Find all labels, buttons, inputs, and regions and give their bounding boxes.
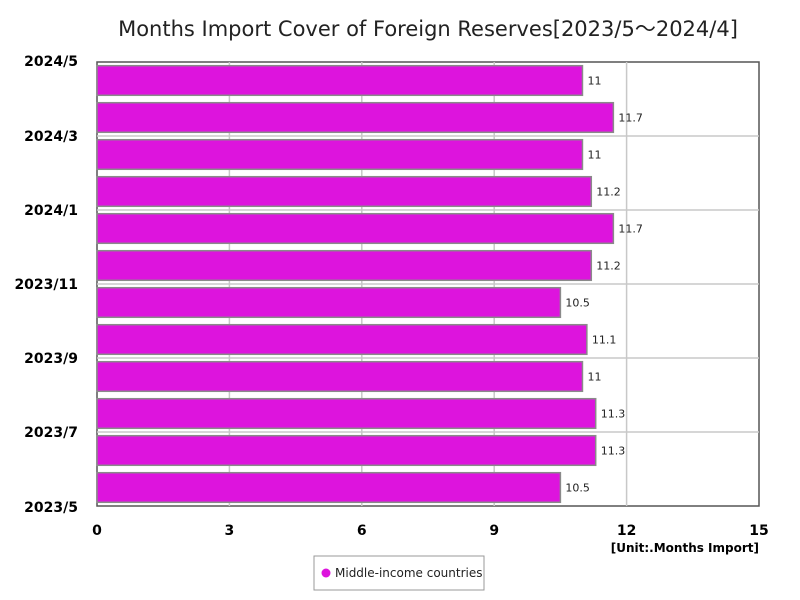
bars [96, 64, 615, 504]
bar [96, 286, 562, 319]
bar [96, 360, 584, 393]
unit-label: [Unit:.Months Import] [611, 541, 759, 555]
bar [96, 175, 593, 208]
data-label: 10.5 [565, 482, 590, 495]
bar [96, 64, 584, 97]
bar [96, 212, 615, 245]
data-label: 10.5 [565, 297, 590, 310]
bar [96, 397, 597, 430]
data-label: 11.1 [592, 334, 617, 347]
y-tick-label: 2023/7 [24, 425, 78, 441]
x-tick-label: 15 [749, 523, 768, 539]
bar [96, 434, 597, 467]
bar [96, 471, 562, 504]
bar [96, 101, 615, 134]
y-axis-tick-labels: 2024/5 2024/3 2024/1 2023/11 2023/9 2023/7 202… [14, 54, 78, 516]
x-tick-label: 6 [357, 523, 367, 539]
bar [96, 249, 593, 282]
y-tick-label: 2023/5 [24, 500, 78, 516]
data-label: 11 [587, 75, 601, 88]
legend-label: Middle-income countries [335, 566, 483, 580]
data-label: 11 [587, 149, 601, 162]
bar [96, 323, 588, 356]
bar [96, 138, 584, 171]
x-axis-tick-labels: 0 3 6 9 12 15 [92, 523, 769, 539]
x-tick-label: 12 [617, 523, 636, 539]
y-tick-label: 2023/9 [24, 351, 78, 367]
y-tick-label: 2024/3 [24, 129, 78, 145]
data-label: 11.3 [601, 445, 626, 458]
grid-lines [97, 62, 759, 506]
data-label: 11.2 [596, 260, 621, 273]
y-tick-label: 2023/11 [14, 277, 78, 293]
y-tick-label: 2024/5 [24, 54, 78, 70]
x-tick-label: 3 [225, 523, 235, 539]
data-label: 11.3 [601, 408, 626, 421]
x-tick-label: 9 [489, 523, 499, 539]
x-tick-label: 0 [92, 523, 102, 539]
data-labels: 11 11.7 11 11.2 11.7 11.2 10.5 11.1 11 11.3 11.3 10… [565, 75, 642, 495]
legend: Middle-income countries [313, 555, 485, 591]
y-tick-label: 2024/1 [24, 203, 78, 219]
data-label: 11.2 [596, 186, 621, 199]
data-label: 11.7 [618, 112, 643, 125]
legend-marker [321, 568, 331, 578]
data-label: 11.7 [618, 223, 643, 236]
chart-title: Months Import Cover of Foreign Reserves[… [118, 17, 738, 41]
data-label: 11 [587, 371, 601, 384]
legend-box [313, 555, 485, 591]
